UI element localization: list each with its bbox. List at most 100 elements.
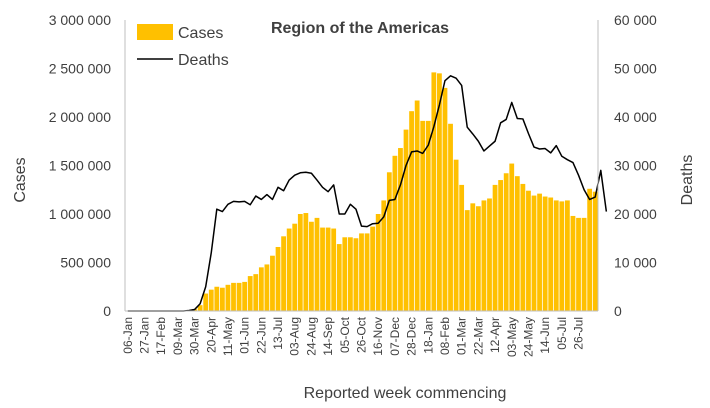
cases-bar <box>592 191 598 311</box>
cases-bar <box>459 184 465 311</box>
x-axis-tick-label: 05-Jul <box>555 317 569 350</box>
cases-bar <box>431 72 437 311</box>
x-axis-tick-label: 22-Jun <box>254 317 268 354</box>
x-axis-tick-label: 03-Aug <box>288 317 302 356</box>
left-axis-tick-label: 1 500 000 <box>49 158 111 174</box>
cases-bar <box>414 100 420 311</box>
cases-bar <box>437 73 442 311</box>
cases-bar <box>231 282 236 311</box>
right-axis-tick-label: 20 000 <box>614 206 657 222</box>
cases-bar <box>425 120 431 311</box>
x-axis-tick-label: 01-Jun <box>238 317 252 354</box>
left-axis-tick-label: 2 000 000 <box>49 109 111 125</box>
cases-bar <box>442 87 448 312</box>
cases-bar <box>553 200 559 311</box>
cases-bar <box>375 214 381 311</box>
cases-bar <box>292 223 298 311</box>
cases-bar <box>464 210 470 311</box>
x-axis-tick-label: 28-Dec <box>405 317 419 356</box>
x-axis-tick-label: 27-Jan <box>137 317 151 354</box>
x-axis-tick-label: 01-Mar <box>455 317 469 355</box>
x-axis-tick-label: 09-Mar <box>171 317 185 355</box>
cases-bar <box>297 214 303 311</box>
cases-bar <box>475 206 481 311</box>
x-axis-ticks: 06-Jan 27-Jan 17-Feb 09-Mar 30-Mar 20-Apr 11-M… <box>121 316 586 357</box>
cases-bar <box>236 282 242 311</box>
cases-bar <box>453 159 459 311</box>
cases-bar <box>264 264 270 311</box>
cases-bar <box>576 217 581 311</box>
right-axis-tick-label: 10 000 <box>614 255 657 271</box>
cases-bar <box>359 233 364 311</box>
y-left-axis-title: Cases <box>12 157 29 202</box>
cases-bar <box>309 221 314 311</box>
legend: Cases Deaths <box>137 24 229 69</box>
x-axis-tick-label: 17-Feb <box>154 317 168 355</box>
legend-cases-swatch <box>137 24 173 40</box>
cases-bar <box>197 305 203 311</box>
cases-bar <box>587 188 593 311</box>
cases-bar <box>548 197 554 311</box>
left-axis-ticks: 0 500 000 1 000 000 1 500 000 2 000 000 2 500… <box>49 12 112 319</box>
x-axis-tick-label: 11-May <box>221 317 235 356</box>
cases-bar <box>559 201 565 311</box>
cases-bar <box>303 213 309 311</box>
x-axis-tick-label: 08-Feb <box>438 317 452 355</box>
left-axis-tick-label: 2 500 000 <box>49 61 111 77</box>
cases-bar <box>258 267 264 311</box>
cases-bar <box>203 293 209 311</box>
cases-bar <box>342 237 348 311</box>
cases-bar <box>498 180 504 311</box>
cases-bar <box>537 193 542 311</box>
x-axis-tick-label: 22-Mar <box>471 317 485 355</box>
cases-bar <box>364 233 370 311</box>
x-axis-title: Reported week commencing <box>304 385 507 402</box>
x-axis-tick-label: 07-Dec <box>388 317 402 356</box>
x-axis-tick-label: 18-Jan <box>421 317 435 354</box>
cases-bar <box>470 203 476 311</box>
cases-bar <box>281 236 286 311</box>
cases-bar <box>409 111 414 312</box>
cases-bar <box>270 255 275 311</box>
cases-bar <box>392 155 398 311</box>
x-axis-tick-label: 06-Jan <box>121 317 135 354</box>
x-axis-tick-label: 26-Jul <box>572 317 586 350</box>
cases-bar <box>481 200 487 311</box>
cases-bars <box>181 72 598 312</box>
cases-bar <box>253 274 259 311</box>
right-axis-tick-label: 60 000 <box>614 12 657 28</box>
chart-title: Region of the Americas <box>271 20 449 37</box>
cases-bar <box>336 244 342 311</box>
cases-bar <box>219 287 225 311</box>
x-axis-tick-label: 14-Sep <box>321 317 335 356</box>
x-axis-tick-label: 14-Jun <box>538 317 552 354</box>
x-axis-tick-label: 12-Apr <box>488 317 502 353</box>
cases-bar <box>214 286 220 311</box>
cases-bar <box>286 228 292 311</box>
x-axis-tick-label: 16-Nov <box>371 317 385 356</box>
cases-bar <box>531 195 537 311</box>
right-axis-tick-label: 30 000 <box>614 158 657 174</box>
right-axis-ticks: 0 10 000 20 000 30 000 40 000 50 000 60 000 <box>614 12 657 319</box>
cases-bar <box>514 176 520 311</box>
cases-bar <box>381 200 387 311</box>
cases-bar <box>370 226 376 311</box>
x-axis-tick-label: 26-Oct <box>355 316 369 353</box>
cases-bar <box>242 281 248 311</box>
cases-bar <box>347 237 353 311</box>
cases-bar <box>353 238 359 311</box>
y-right-axis-title: Deaths <box>679 155 696 206</box>
cases-bar <box>420 120 426 311</box>
x-axis-tick-label: 30-Mar <box>188 317 202 355</box>
cases-bar <box>570 215 576 311</box>
x-axis-tick-label: 20-Apr <box>204 317 218 353</box>
cases-bar <box>247 276 253 311</box>
cases-bar <box>526 190 531 311</box>
cases-bar <box>331 228 337 311</box>
x-axis-tick-label: 24-May <box>521 317 535 357</box>
right-axis-tick-label: 0 <box>614 303 622 319</box>
cases-bar <box>520 183 526 311</box>
x-axis-tick-label: 03-May <box>505 317 519 357</box>
cases-bar <box>565 200 570 311</box>
